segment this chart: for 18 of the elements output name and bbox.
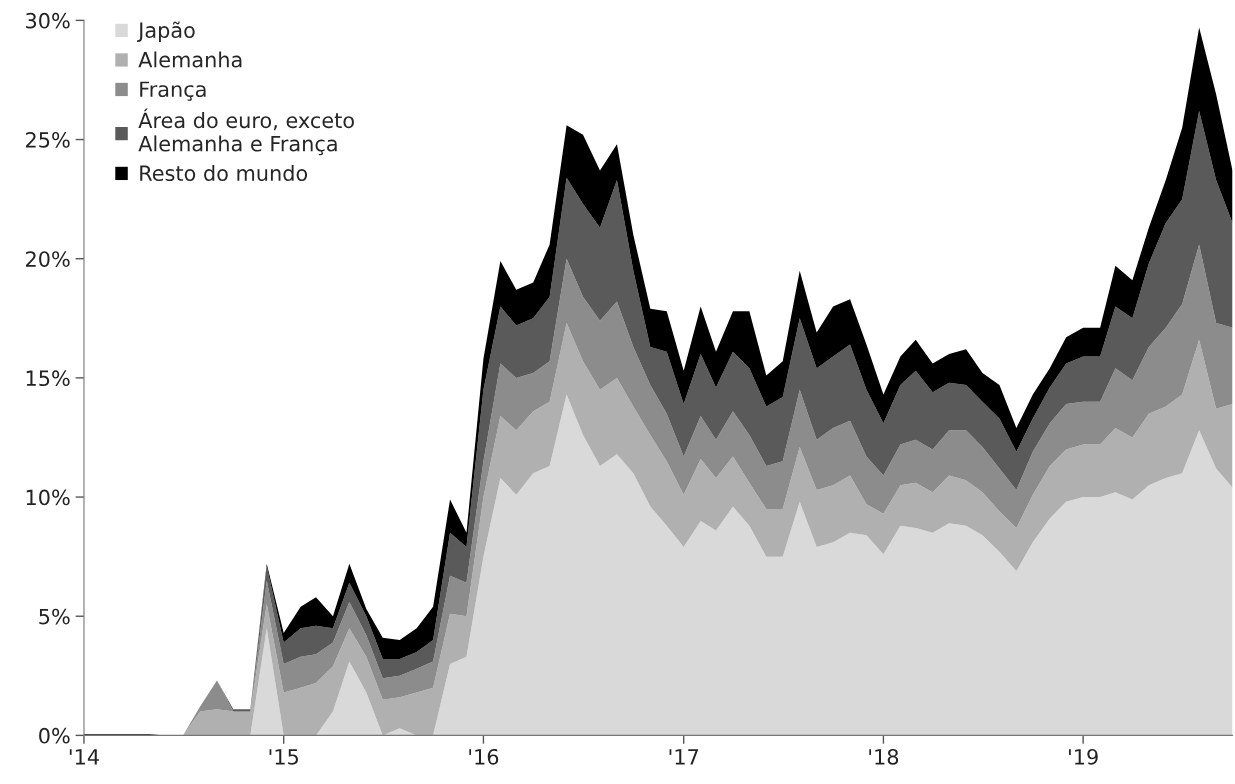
y-tick-label: 5%: [39, 608, 70, 625]
y-tick-label: 30%: [26, 12, 70, 29]
x-tick-label: '19: [1069, 748, 1098, 765]
legend-label: Resto do mundo: [140, 164, 308, 182]
y-tick-label: 15%: [26, 370, 70, 387]
legend-label: Área do euro, exceto Alemanha e França: [138, 108, 354, 156]
legend-label: Japão: [137, 21, 195, 43]
x-tick-label: '15: [269, 749, 298, 765]
legend-label: França: [140, 81, 206, 101]
x-tick-label: '14: [69, 749, 99, 765]
x-tick-label: '16: [469, 748, 499, 765]
y-tick-label: 0%: [39, 727, 70, 744]
y-tick-label: 25%: [26, 132, 70, 148]
x-tick-label: '18: [869, 748, 899, 765]
legend-label: Alemanha: [138, 51, 242, 68]
y-tick-label: 20%: [26, 251, 70, 267]
x-tick-label: '17: [669, 749, 699, 765]
y-tick-label: 10%: [26, 489, 70, 506]
